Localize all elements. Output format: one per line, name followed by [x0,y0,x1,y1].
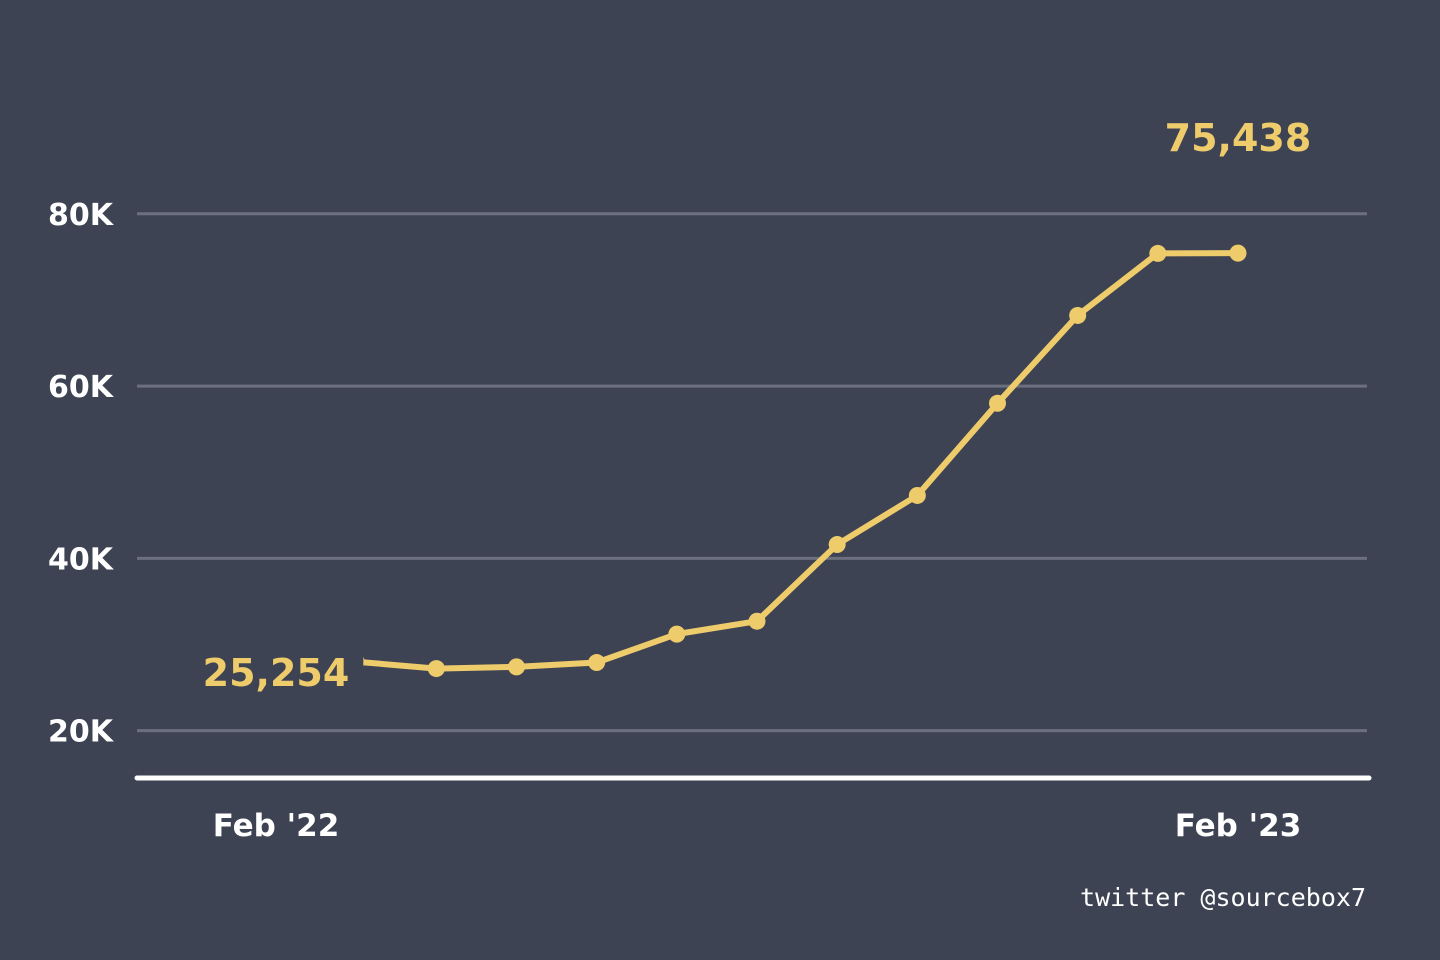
data-label-background [188,647,364,699]
data-point [508,658,525,676]
x-tick-label: Feb '23 [1175,808,1302,844]
data-label: 25,254 [203,651,350,695]
series-layer [267,244,1247,694]
x-axis-tick-labels: Feb '22 Feb '23 [213,808,1302,844]
credit-text: twitter @sourcebox7 [1080,883,1366,912]
data-point [989,394,1006,412]
data-point [828,536,846,554]
data-point [908,486,926,504]
x-tick-label: Feb '22 [213,808,340,844]
y-tick-label: 80K [48,198,115,233]
data-point [1229,244,1247,262]
grid-lines [137,212,1367,733]
data-label-background [1150,112,1326,164]
y-tick-label: 20K [48,715,115,750]
y-tick-label: 60K [48,370,115,405]
data-point [668,625,686,643]
data-point [1069,306,1087,324]
data-point [748,612,766,630]
data-point [588,654,606,672]
y-tick-label: 40K [48,542,115,577]
y-axis-tick-labels: 20K 40K 60K 80K [48,198,115,750]
data-point [1149,244,1167,262]
data-labels: 25,254 75,438 [188,112,1326,699]
data-label: 75,438 [1165,116,1312,160]
data-point [427,660,445,678]
